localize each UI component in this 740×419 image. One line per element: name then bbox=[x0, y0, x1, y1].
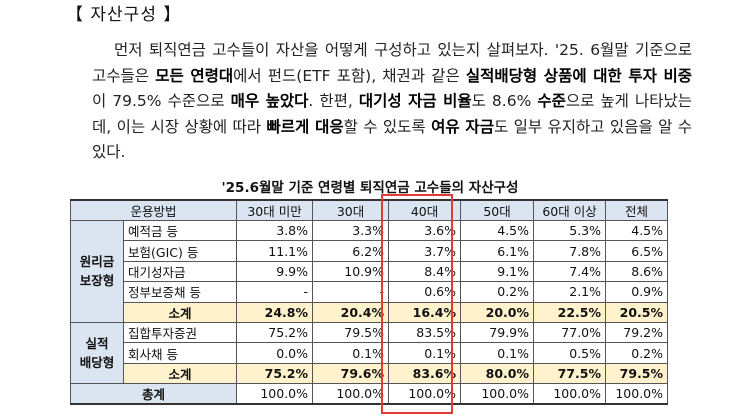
table-row: 대기성자금 9.9% 10.9% 8.4% 9.1% 7.4% 8.6% bbox=[71, 260, 669, 283]
subtotal-label: 소계 bbox=[122, 362, 238, 385]
cell: 100.0% bbox=[533, 383, 607, 406]
cell: 7.8% bbox=[533, 240, 607, 262]
header-method: 운용방법 bbox=[69, 199, 238, 221]
cell: 11.1% bbox=[236, 240, 314, 262]
group-performance-label: 실적 배당형 bbox=[70, 321, 124, 385]
cell: 0.5% bbox=[533, 342, 607, 364]
row-label: 대기성자금 bbox=[122, 260, 238, 283]
table-row: 회사채 등 0.0% 0.1% 0.1% 0.1% 0.5% 0.2% bbox=[71, 342, 669, 364]
cell: 20.4% bbox=[312, 301, 390, 323]
total-label: 총계 bbox=[69, 383, 238, 406]
row-label: 예적금 등 bbox=[122, 219, 238, 242]
cell: 8.6% bbox=[605, 260, 669, 283]
cell: 16.4% bbox=[388, 301, 462, 323]
cell: 3.7% bbox=[388, 240, 462, 262]
cell: 100.0% bbox=[236, 383, 314, 406]
cell: 8.4% bbox=[388, 260, 462, 283]
cell: 0.0% bbox=[236, 342, 314, 364]
cell: 5.3% bbox=[533, 219, 607, 242]
cell: 0.2% bbox=[460, 281, 535, 303]
cell: 7.4% bbox=[533, 260, 607, 283]
subtotal-label: 소계 bbox=[122, 301, 238, 323]
cell: 2.1% bbox=[533, 281, 607, 303]
cell: 100.0% bbox=[312, 383, 390, 406]
row-label: 보험(GIC) 등 bbox=[122, 240, 238, 262]
table-title: '25.6월말 기준 연령별 퇴직연금 고수들의 자산구성 bbox=[221, 180, 519, 196]
cell: 6.1% bbox=[460, 240, 535, 262]
cell: 9.1% bbox=[460, 260, 535, 283]
header-under30: 30대 미만 bbox=[236, 199, 314, 221]
cell: 75.2% bbox=[236, 362, 314, 385]
cell: 3.6% bbox=[388, 219, 462, 242]
cell: - bbox=[312, 281, 390, 303]
subtotal-row-principal: 소계 24.8% 20.4% 16.4% 20.0% 22.5% 20.5% bbox=[71, 301, 669, 323]
cell: 77.0% bbox=[533, 321, 607, 344]
cell: - bbox=[236, 281, 314, 303]
table-row: 실적 배당형 집합투자증권 75.2% 79.5% 83.5% 79.9% 77.… bbox=[70, 321, 669, 385]
total-row: 총계 100.0% 100.0% 100.0% 100.0% 100.0% 10… bbox=[69, 383, 669, 406]
cell: 9.9% bbox=[236, 260, 314, 283]
cell: 0.1% bbox=[460, 342, 535, 364]
cell: 79.2% bbox=[605, 321, 669, 344]
asset-composition-table: 운용방법 30대 미만 30대 40대 50대 60대 이상 전체 원리금 보장형… bbox=[69, 199, 669, 406]
cell: 80.0% bbox=[460, 362, 535, 385]
cell: 3.8% bbox=[236, 219, 314, 242]
header-40s: 40대 bbox=[388, 199, 462, 221]
subtotal-row-performance: 소계 75.2% 79.6% 83.6% 80.0% 77.5% 79.5% bbox=[71, 362, 669, 385]
cell: 100.0% bbox=[460, 383, 535, 406]
cell: 0.6% bbox=[388, 281, 462, 303]
cell: 20.5% bbox=[605, 301, 669, 323]
cell: 83.5% bbox=[388, 321, 462, 344]
cell: 79.5% bbox=[312, 321, 390, 344]
cell: 79.6% bbox=[312, 362, 390, 385]
table-row: 원리금 보장형 예적금 등 3.8% 3.3% 3.6% 4.5% 5.3% 4.… bbox=[70, 219, 669, 323]
cell: 4.5% bbox=[605, 219, 669, 242]
cell: 0.1% bbox=[312, 342, 390, 364]
cell: 24.8% bbox=[236, 301, 314, 323]
header-total: 전체 bbox=[605, 199, 669, 221]
cell: 77.5% bbox=[533, 362, 607, 385]
cell: 4.5% bbox=[460, 219, 535, 242]
intro-paragraph: 먼저 퇴직연금 고수들이 자산을 어떻게 구성하고 있는지 살펴보자. '25.… bbox=[92, 41, 693, 161]
header-50s: 50대 bbox=[460, 199, 535, 221]
table-row: 정부보증채 등 - - 0.6% 0.2% 2.1% 0.9% bbox=[71, 281, 669, 303]
cell: 79.9% bbox=[460, 321, 535, 344]
cell: 0.2% bbox=[605, 342, 669, 364]
cell: 100.0% bbox=[388, 383, 462, 406]
section-title: 【 자산구성 】 bbox=[66, 5, 182, 25]
cell: 75.2% bbox=[236, 321, 314, 344]
cell: 20.0% bbox=[460, 301, 535, 323]
row-label: 정부보증채 등 bbox=[122, 281, 238, 303]
cell: 22.5% bbox=[533, 301, 607, 323]
cell: 3.3% bbox=[312, 219, 390, 242]
header-30s: 30대 bbox=[312, 199, 390, 221]
row-label: 집합투자증권 bbox=[122, 321, 238, 344]
header-60plus: 60대 이상 bbox=[533, 199, 607, 221]
cell: 0.9% bbox=[605, 281, 669, 303]
cell: 10.9% bbox=[312, 260, 390, 283]
cell: 0.1% bbox=[388, 342, 462, 364]
table-header-row: 운용방법 30대 미만 30대 40대 50대 60대 이상 전체 bbox=[69, 199, 669, 221]
cell: 83.6% bbox=[388, 362, 462, 385]
group-principal-label: 원리금 보장형 bbox=[70, 220, 124, 323]
table-row: 보험(GIC) 등 11.1% 6.2% 3.7% 6.1% 7.8% 6.5% bbox=[71, 240, 669, 262]
cell: 100.0% bbox=[605, 383, 669, 406]
cell: 6.5% bbox=[605, 240, 669, 262]
cell: 79.5% bbox=[605, 362, 669, 385]
row-label: 회사채 등 bbox=[122, 342, 238, 364]
cell: 6.2% bbox=[312, 240, 390, 262]
